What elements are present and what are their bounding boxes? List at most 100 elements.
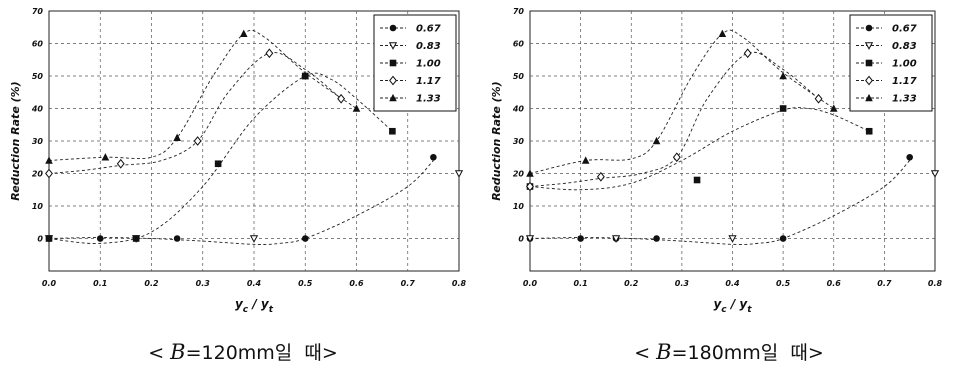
x-axis-label-part: c — [243, 305, 249, 315]
data-point-1.33 — [829, 104, 838, 112]
chart-caption-b180: < B=180mm일 때> — [486, 338, 972, 365]
x-tick-label: 0.6 — [349, 279, 364, 288]
data-points — [525, 29, 940, 243]
series-curve-1.33 — [529, 29, 835, 174]
x-tick-label: 0.3 — [196, 279, 211, 288]
data-point-1.17 — [337, 93, 346, 104]
y-tick-label: 50 — [32, 72, 44, 81]
legend-item: 0.67 — [856, 24, 917, 35]
y-tick-label: 30 — [32, 137, 44, 146]
data-point-1.17 — [814, 93, 823, 104]
data-point-1.33 — [779, 71, 787, 80]
y-tick-label: 20 — [32, 170, 44, 179]
data-point-1.33 — [239, 29, 248, 38]
data-point-1.33 — [526, 169, 534, 177]
x-tick-label: 0.2 — [624, 279, 639, 288]
data-point-1.00 — [779, 105, 787, 112]
data-point-0.83 — [930, 170, 940, 178]
data-point-0.67 — [653, 235, 660, 242]
series-curve-1.33 — [48, 29, 357, 161]
data-point-0.67 — [577, 235, 584, 242]
data-point-1.00 — [132, 235, 140, 242]
x-tick-label: 0.1 — [93, 279, 107, 288]
x-tick-label: 0.2 — [144, 279, 159, 288]
x-tick-label: 0.5 — [298, 279, 313, 288]
caption-prefix: < — [634, 342, 657, 364]
legend: 0.67 0.83 1.00 1.17 1.33 — [373, 14, 457, 112]
data-point-1.33 — [45, 156, 53, 164]
legend-item: 0.83 — [856, 41, 917, 52]
legend-label: 1.17 — [892, 76, 917, 87]
data-point-0.83 — [454, 170, 464, 178]
x-axis-label-part: t — [747, 305, 752, 315]
data-point-1.33 — [581, 156, 590, 164]
legend-marker — [865, 75, 873, 86]
caption-variable: B — [170, 340, 186, 364]
y-tick-label: 40 — [512, 105, 525, 114]
legend-marker — [389, 59, 397, 67]
x-axis-label-part: / — [727, 297, 740, 311]
data-point-1.17 — [526, 181, 534, 192]
data-point-1.33 — [173, 133, 181, 142]
legend-marker — [389, 93, 397, 102]
caption-suffix: =120mm일 때> — [185, 342, 338, 364]
data-point-0.67 — [301, 235, 309, 242]
legend-item: 1.00 — [856, 59, 917, 70]
fitted-curves — [529, 29, 911, 245]
data-point-1.17 — [743, 48, 752, 59]
x-tick-label: 0.8 — [452, 279, 467, 288]
series-curve-0.67 — [529, 160, 911, 245]
legend-label: 1.33 — [892, 94, 917, 105]
x-tick-label: 0.8 — [928, 279, 943, 288]
chart-panel-b120: 0.0 0.1 0.2 0.3 0.4 0.5 0.6 0.7 0.8 0 10 20 30 40 50 60… — [0, 7, 486, 365]
legend-label: 1.00 — [416, 59, 441, 70]
y-axis-label: Reduction Rate (%) — [490, 81, 503, 200]
reduction-rate-chart-b120: 0.0 0.1 0.2 0.3 0.4 0.5 0.6 0.7 0.8 0 10 20 30 40 50 60… — [9, 7, 467, 315]
legend-item: 1.00 — [380, 59, 441, 70]
data-point-0.67 — [430, 153, 437, 161]
data-point-0.67 — [779, 235, 787, 242]
legend-label: 0.83 — [892, 41, 917, 52]
data-point-0.83 — [728, 235, 737, 243]
data-point-1.17 — [116, 158, 125, 169]
chart-caption-b120: < B=120mm일 때> — [0, 338, 486, 365]
legend-label: 0.83 — [416, 41, 441, 52]
legend-marker — [865, 93, 873, 102]
legend-marker — [388, 42, 398, 50]
y-tick-label: 0 — [37, 235, 43, 244]
x-tick-label: 0.4 — [725, 279, 740, 288]
legend-label: 1.33 — [416, 94, 441, 105]
data-points — [44, 29, 464, 243]
x-tick-label: 0.7 — [877, 279, 892, 288]
x-axis-label-part: c — [721, 305, 727, 315]
legend-marker — [864, 42, 874, 50]
y-tick-label: 60 — [32, 40, 44, 49]
data-point-1.17 — [45, 168, 53, 179]
legend-marker — [865, 59, 873, 67]
legend-marker — [389, 24, 397, 32]
legend-item: 1.33 — [380, 94, 441, 105]
caption-prefix: < — [148, 342, 171, 364]
legend-item: 0.83 — [380, 41, 441, 52]
y-tick-label: 70 — [32, 7, 44, 16]
legend-label: 1.00 — [892, 59, 917, 70]
data-point-1.00 — [45, 235, 53, 242]
x-tick-label: 0.1 — [574, 279, 588, 288]
legend-marker — [389, 75, 397, 86]
x-axis-label: yc / yt — [713, 297, 752, 315]
data-point-1.17 — [265, 48, 274, 59]
series-curve-1.17 — [529, 51, 819, 187]
y-tick-label: 70 — [513, 7, 525, 16]
x-axis-label-part: / — [248, 297, 261, 311]
legend-label: 0.67 — [892, 24, 917, 35]
data-point-1.17 — [672, 152, 681, 163]
legend-item: 1.33 — [856, 94, 917, 105]
y-tick-label: 40 — [31, 105, 44, 114]
x-axis-label-part: y — [261, 297, 270, 311]
grid-lines — [49, 11, 459, 271]
y-tick-label: 10 — [32, 202, 44, 211]
data-point-0.83 — [249, 235, 259, 243]
x-axis-label-part: y — [235, 297, 244, 311]
data-point-1.17 — [596, 171, 605, 182]
y-tick-label: 20 — [513, 170, 525, 179]
